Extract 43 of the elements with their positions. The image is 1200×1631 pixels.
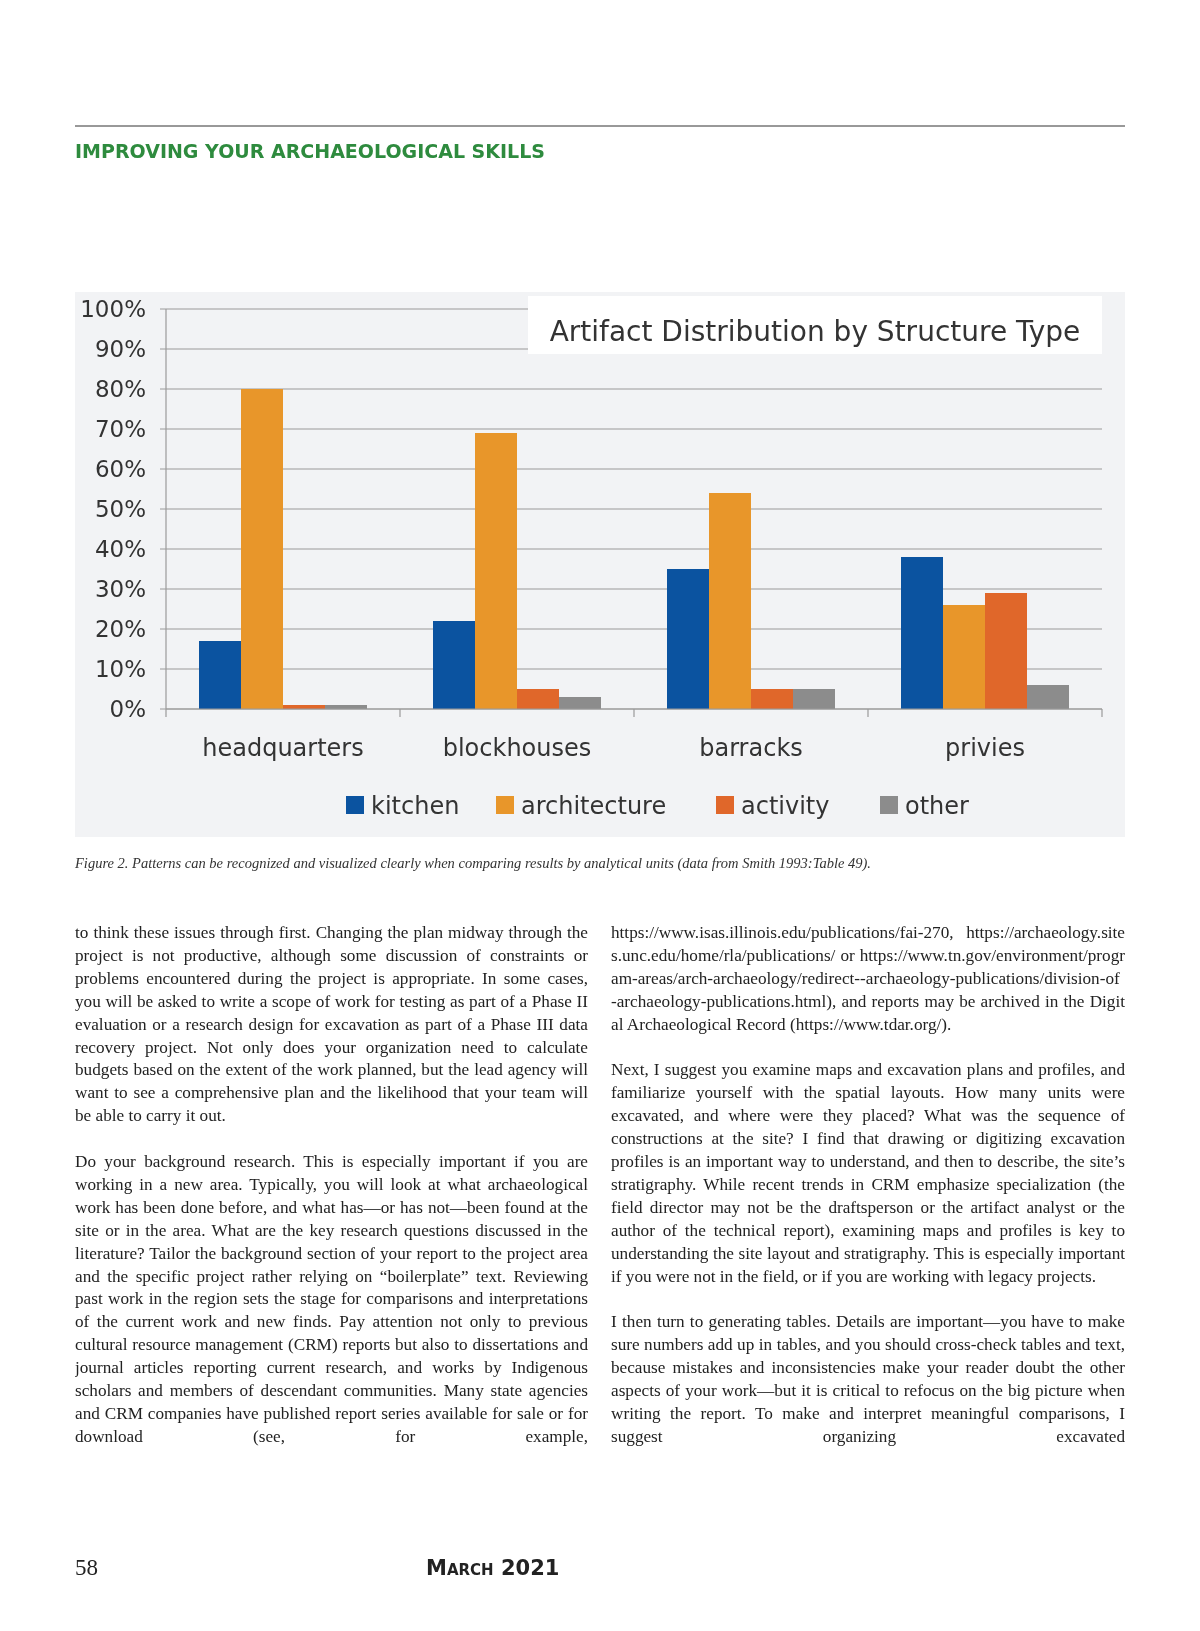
bar — [559, 697, 601, 709]
text: Next, I suggest you examine maps and excavation plans and profiles, and familiarize yourself with the spatial layouts. How many units were excavated, and where were they placed? What was the sequence of constructions at the site? I find that drawing or digitizing excavation profiles is an important way to understand, and then to describe, the site’s stratigraphy. While recent trends in CRM emphasize specialization (the field director may not be the draftsperson or the artifact analyst or the author of the technical report), examining maps and profiles is key to understanding the site layout and stratigraphy. This is especially important if you were not in the field, or if you are working with legacy projects. — [611, 1060, 1125, 1286]
bar — [1027, 685, 1069, 709]
bar — [985, 593, 1027, 709]
y-tick-label: 70% — [94, 416, 146, 443]
y-tick-label: 80% — [94, 376, 146, 403]
y-tick-label: 10% — [94, 656, 146, 683]
bar — [433, 621, 475, 709]
legend-label: activity — [741, 792, 830, 820]
legend-label: kitchen — [371, 792, 460, 820]
text: IMPROVING YOUR ARCHAEOLOGICAL SKILLS — [75, 140, 545, 162]
y-tick-label: 90% — [94, 336, 146, 363]
text: to think these issues through first. Changing the plan midway through the project is not productive, although some discussion of constraints or problems encountered during the project is appropriate. In some cases, you will be asked to write a scope of work for testing as part of a Phase II evaluation or a research design for excavation as part of a Phase III data recovery project. Not only does your organization need to calculate budgets based on the extent of the work planned, but the lead agency will want to see a comprehensive plan and the likelihood that your team will be able to carry it out. — [75, 923, 588, 1126]
bar — [241, 389, 283, 709]
y-tick-label: 30% — [94, 576, 146, 603]
bar — [943, 605, 985, 709]
y-tick-label: 60% — [94, 456, 146, 483]
x-tick-label: barracks — [699, 734, 803, 762]
bar — [901, 557, 943, 709]
text: Do your background research. This is especially important if you are working in a new area. Typically, you will look at what archaeological work has been done before, and what has—or has not—been found at the site or in the area. What are the key research questions discussed in the literature? Tailor the background section of your report to the project area and the specific project rather relying on “boilerplate” text. Reviewing past work in the region sets the stage for comparisons and interpretations of the current work and new finds. Pay attention not only to previous cultural resource management (CRM) reports but also to dissertations and journal articles reporting current research, and works by Indigenous scholars and members of descendant communities. Many state agencies and CRM companies have published report series available for sale or for download (see, for example, — [75, 1152, 588, 1446]
y-tick-label: 100% — [80, 296, 146, 323]
y-tick-label: 20% — [94, 616, 146, 643]
legend-label: architecture — [521, 792, 667, 820]
bar — [667, 569, 709, 709]
legend-label: other — [905, 792, 970, 820]
text: 58 — [75, 1555, 98, 1580]
y-tick-label: 0% — [109, 696, 146, 723]
x-tick-label: headquarters — [202, 734, 364, 762]
x-tick-label: privies — [945, 734, 1025, 762]
chart-title: Artifact Distribution by Structure Type — [549, 315, 1081, 348]
bar — [751, 689, 793, 709]
bar — [709, 493, 751, 709]
bar — [793, 689, 835, 709]
text: I then turn to generating tables. Details are important—you have to make sure numbers add up in tables, and you should cross-check tables and text, because mistakes and inconsistencies make your reader doubt the other aspects of your work—but it is critical to refocus on the big picture when writing the report. To make and interpret meaningful comparisons, I suggest organizing excavated — [611, 1311, 1125, 1448]
y-tick-label: 40% — [94, 536, 146, 563]
bar — [475, 433, 517, 709]
y-tick-label: 50% — [94, 496, 146, 523]
bar — [517, 689, 559, 709]
caption: Figure 2. Patterns can be recognized and visualized clearly when comparing results by analytical units (data from Smith 1993:Table 49). — [74, 855, 871, 872]
x-tick-label: blockhouses — [442, 734, 592, 762]
text: https://www.isas.illinois.edu/publications/fai-270, https://archaeology.sites.unc.edu/home/rla/publications/ or https://www.tn.gov/environment/program-areas/arch-archaeology/redirect--archaeology-publications/division-of-archaeology-publications.html), and reports may be archived in the Digital Archaeological Record (https://www.tdar.org/). — [611, 922, 1125, 1036]
bar — [199, 641, 241, 709]
text: March 2021 — [426, 1556, 560, 1580]
